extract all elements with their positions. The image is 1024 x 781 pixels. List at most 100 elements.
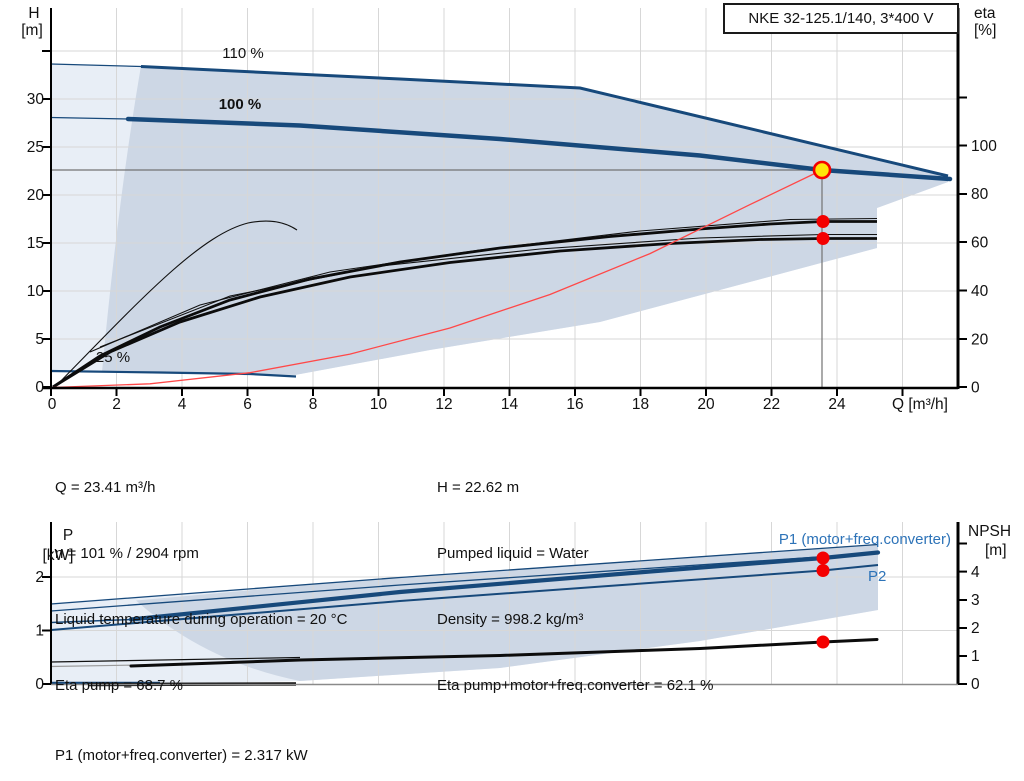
bottom-axes	[50, 522, 960, 686]
info-liquid-temperature: Liquid temperature during operation = 20…	[55, 611, 348, 628]
svg-text:40: 40	[971, 283, 989, 300]
svg-text:30: 30	[27, 91, 45, 108]
svg-text:20: 20	[27, 187, 45, 204]
bottom-y-tick-labels: 2 1 0	[35, 569, 44, 693]
p1-duty-dot	[816, 551, 830, 565]
eta-pump-duty-dot	[816, 215, 830, 228]
svg-text:4: 4	[178, 396, 187, 413]
top-axis-ticks	[42, 50, 967, 396]
info-flow: Q = 23.41 m³/h	[55, 479, 156, 496]
bottom-y2-tick-labels: 4 3 2 1 0	[971, 564, 980, 693]
svg-text:60: 60	[971, 235, 989, 252]
h-axis-label-line2: [m]	[21, 22, 43, 39]
svg-text:20: 20	[697, 396, 715, 413]
top-axes	[43, 8, 960, 390]
legend-p2-label: P2	[868, 568, 886, 585]
svg-text:8: 8	[309, 396, 318, 413]
svg-text:1: 1	[35, 623, 44, 640]
svg-text:0: 0	[35, 676, 44, 693]
curve-25pct	[50, 369, 297, 378]
svg-text:0: 0	[971, 380, 980, 397]
svg-text:1: 1	[971, 648, 980, 665]
svg-text:2: 2	[35, 569, 44, 586]
top-x-tick-labels: 0 2 4 6 8 10 12 14 16 18 20 22 24	[48, 396, 846, 413]
q-axis-label: Q [m³/h]	[892, 396, 948, 413]
curve-label-25pct: 25 %	[96, 349, 130, 366]
p2-duty-dot	[816, 564, 830, 577]
eta-pump-curve	[52, 220, 877, 389]
svg-text:14: 14	[501, 396, 519, 413]
top-chart: H [m] eta [%] Q [m³/h] 30 25 20 15 10 5 …	[21, 5, 997, 413]
curve-110pct-lead	[50, 63, 142, 68]
h-axis-label-line1: H	[28, 5, 39, 22]
svg-text:0: 0	[48, 396, 57, 413]
svg-text:25: 25	[27, 139, 44, 156]
svg-text:0: 0	[35, 379, 44, 396]
info-eta-pump: Eta pump = 68.7 %	[55, 677, 183, 694]
svg-text:12: 12	[435, 396, 452, 413]
info-speed: n = 101 % / 2904 rpm	[55, 545, 199, 562]
svg-text:16: 16	[566, 396, 583, 413]
bottom-chart: P [kW] NPSH [m] 2 1 0 4 3 2 1 0 P1 (moto…	[35, 522, 1011, 693]
svg-text:5: 5	[35, 331, 44, 348]
info-density: Density = 998.2 kg/m³	[437, 611, 584, 628]
top-y2-tick-labels: 100 80 60 40 20 0	[971, 138, 997, 397]
p1-mains-line	[50, 552, 879, 612]
p1-curve-lead	[50, 618, 132, 624]
p2-curve	[50, 564, 879, 631]
top-y-tick-labels: 30 25 20 15 10 5 0	[27, 91, 45, 396]
svg-text:10: 10	[27, 283, 45, 300]
svg-text:20: 20	[971, 332, 989, 349]
eta-axis-label-line1: eta	[974, 5, 996, 22]
svg-text:22: 22	[763, 396, 780, 413]
curve-110pct	[140, 65, 949, 178]
pump-type-title-box: NKE 32-125.1/140, 3*400 V	[723, 3, 959, 34]
svg-text:6: 6	[243, 396, 252, 413]
eta-25pct-curve	[55, 220, 298, 387]
p-axis-label-line2: [kW]	[43, 547, 74, 564]
info-pumped-liquid: Pumped liquid = Water	[437, 545, 589, 562]
svg-text:100: 100	[971, 138, 997, 155]
power-info-column: P1 (motor+freq.converter) = 2.317 kW P2 …	[55, 701, 308, 781]
top-gridlines	[51, 8, 958, 388]
eta-axis-label-line2: [%]	[974, 22, 996, 39]
svg-text:4: 4	[971, 564, 980, 581]
bottom-gridlines	[51, 522, 958, 684]
npsh-duty-dot	[816, 635, 830, 649]
bottom-envelope-allowed-region	[136, 544, 878, 681]
svg-text:0: 0	[971, 676, 980, 693]
npsh-axis-label-line2: [m]	[985, 542, 1007, 559]
svg-text:80: 80	[971, 186, 989, 203]
svg-text:2: 2	[112, 396, 121, 413]
svg-text:18: 18	[632, 396, 649, 413]
p-axis-label-line1: P	[63, 527, 73, 544]
eta-total-duty-dot	[816, 232, 830, 245]
duty-info-left-column: Q = 23.41 m³/h n = 101 % / 2904 rpm Liqu…	[55, 433, 347, 741]
info-p1: P1 (motor+freq.converter) = 2.317 kW	[55, 747, 308, 764]
bottom-axis-ticks	[42, 542, 967, 685]
p1-curve	[128, 550, 881, 622]
curve-100pct	[125, 116, 953, 182]
info-eta-total: Eta pump+motor+freq.converter = 62.1 %	[437, 677, 714, 694]
duty-point-marker[interactable]	[812, 160, 832, 180]
p-envelope-top-line	[50, 543, 879, 605]
duty-info-right-column: H = 22.62 m Pumped liquid = Water Densit…	[437, 433, 713, 741]
curve-label-100pct: 100 %	[219, 96, 262, 113]
svg-text:10: 10	[370, 396, 388, 413]
npsh-curve	[129, 638, 879, 668]
curve-100pct-lead	[50, 116, 129, 120]
pump-type-title: NKE 32-125.1/140, 3*400 V	[748, 10, 934, 27]
svg-text:24: 24	[828, 396, 846, 413]
npsh-axis-label-line1: NPSH	[968, 523, 1011, 540]
legend-p1-label: P1 (motor+freq.converter)	[779, 531, 951, 548]
system-curve	[51, 169, 823, 389]
svg-text:15: 15	[27, 235, 44, 252]
curve-label-110pct: 110 %	[222, 45, 263, 62]
svg-text:2: 2	[971, 620, 980, 637]
svg-text:3: 3	[971, 592, 980, 609]
eta-total-curve	[52, 237, 877, 389]
npsh-thin-line	[50, 656, 301, 663]
info-head: H = 22.62 m	[437, 479, 520, 496]
